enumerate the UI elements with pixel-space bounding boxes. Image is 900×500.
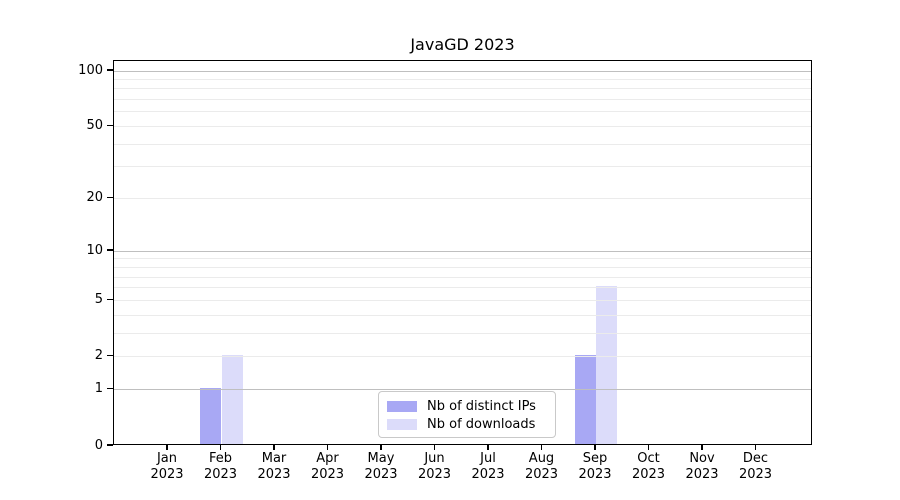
- x-axis-tick-label: Jul 2023: [471, 451, 505, 482]
- x-axis-tick-label: May 2023: [364, 451, 398, 482]
- minor-gridline: [114, 198, 811, 200]
- x-tick: [701, 445, 703, 450]
- y-axis-tick-label: 5: [94, 291, 103, 307]
- x-tick: [273, 445, 275, 450]
- minor-gridline: [114, 166, 811, 168]
- minor-gridline: [114, 299, 811, 301]
- y-tick: [107, 444, 113, 446]
- x-tick: [433, 445, 436, 450]
- x-tick: [326, 445, 329, 450]
- y-axis-tick-label: 2: [94, 348, 103, 364]
- chart-title: JavaGD 2023: [410, 35, 515, 54]
- minor-gridline: [114, 314, 811, 316]
- x-axis-tick-label: Feb 2023: [203, 451, 238, 482]
- x-tick: [487, 445, 489, 450]
- legend-label-distinct-ips: Nb of distinct IPs: [427, 398, 536, 414]
- major-gridline: [114, 70, 811, 72]
- y-axis-tick-label: 10: [86, 242, 103, 258]
- y-tick: [107, 249, 113, 251]
- y-axis-tick-label: 50: [86, 118, 103, 134]
- minor-gridline: [114, 276, 811, 278]
- minor-gridline: [114, 88, 811, 90]
- y-axis-tick-label: 20: [86, 190, 103, 206]
- legend-item-downloads: Nb of downloads: [387, 416, 547, 432]
- x-axis-tick-label: Dec 2023: [738, 451, 773, 482]
- y-tick: [107, 196, 113, 199]
- x-axis-tick-label: Jan 2023: [150, 451, 184, 482]
- y-tick: [107, 124, 113, 127]
- x-axis-tick-label: Aug 2023: [524, 451, 559, 482]
- legend-item-distinct-ips: Nb of distinct IPs: [387, 398, 547, 414]
- minor-gridline: [114, 266, 811, 268]
- bar-distinct-ips-sep: [574, 354, 596, 444]
- minor-gridline: [114, 126, 811, 128]
- legend-swatch-distinct-ips: [387, 400, 417, 412]
- minor-gridline: [114, 143, 811, 145]
- x-axis-tick-label: Jun 2023: [417, 451, 452, 482]
- minor-gridline: [114, 111, 811, 113]
- x-tick: [754, 445, 757, 450]
- legend-swatch-downloads: [387, 418, 417, 430]
- minor-gridline: [114, 258, 811, 260]
- minor-gridline: [114, 99, 811, 101]
- x-tick: [647, 445, 650, 450]
- y-axis-tick-label: 1: [94, 381, 103, 397]
- y-axis-tick-label: 0: [94, 437, 103, 453]
- x-axis-tick-label: Apr 2023: [310, 451, 345, 482]
- minor-gridline: [114, 287, 811, 289]
- x-tick: [380, 445, 382, 450]
- y-tick: [107, 387, 113, 390]
- legend: Nb of distinct IPs Nb of downloads: [378, 391, 556, 438]
- x-tick: [166, 445, 168, 450]
- minor-gridline: [114, 356, 811, 358]
- x-axis-tick-label: Sep 2023: [578, 451, 612, 482]
- x-tick: [219, 445, 222, 450]
- bar-distinct-ips-feb: [200, 387, 222, 444]
- major-gridline: [114, 389, 811, 391]
- y-tick: [107, 298, 113, 301]
- major-gridline: [114, 250, 811, 252]
- x-tick: [594, 445, 596, 450]
- x-axis-tick-label: Mar 2023: [257, 451, 291, 482]
- x-axis-tick-label: Oct 2023: [631, 451, 666, 482]
- minor-gridline: [114, 332, 811, 334]
- minor-gridline: [114, 78, 811, 80]
- x-axis-tick-label: Nov 2023: [685, 451, 719, 482]
- x-tick: [540, 445, 543, 450]
- y-tick: [107, 355, 113, 357]
- bar-downloads-feb: [221, 354, 243, 444]
- y-tick: [107, 69, 113, 71]
- legend-label-downloads: Nb of downloads: [427, 416, 536, 432]
- bar-downloads-sep: [596, 285, 618, 444]
- y-axis-tick-label: 100: [78, 62, 103, 78]
- plot-area: [113, 60, 812, 445]
